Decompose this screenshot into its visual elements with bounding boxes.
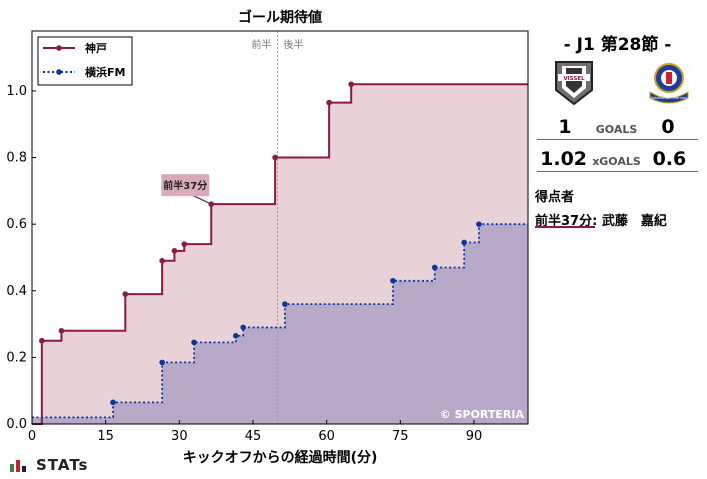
vissel-kobe-logo: VISSEL [552, 60, 596, 106]
legend-box [37, 36, 133, 86]
x-tick-label: 0 [28, 429, 36, 444]
away-goals: 0 [661, 116, 675, 138]
y-tick-label: 0.8 [6, 151, 27, 166]
series-point-0-6 [181, 241, 188, 247]
home-goals: 1 [558, 116, 572, 138]
series-point-1-9 [461, 239, 467, 246]
halftime-first-label: 前半 [252, 38, 272, 51]
series-point-1-10 [476, 221, 482, 227]
divider-1 [537, 139, 698, 140]
series-point-1-7 [390, 277, 396, 284]
legend-label-1: 横浜FM [85, 65, 125, 79]
goals-row: 1 GOALS 0 [535, 116, 698, 138]
series-point-0-8 [272, 154, 278, 161]
xgoals-row: 1.02 xGOALS 0.6 [535, 148, 698, 170]
y-tick-label: 0.6 [6, 217, 27, 232]
home-xg: 1.02 [540, 148, 588, 170]
scorers-title: 得点者 [535, 190, 575, 205]
watermark: © SPORTERIA [440, 408, 525, 421]
series-point-1-6 [282, 301, 288, 307]
plot-frame [31, 30, 529, 425]
series-point-0-3 [122, 291, 129, 297]
y-tick-label: 0.4 [6, 284, 27, 299]
legend-marker-0 [56, 45, 62, 51]
series-point-1-1 [110, 399, 116, 406]
y-tick-label: 1.0 [6, 84, 27, 99]
series-point-0-9 [326, 99, 332, 106]
match-title: - J1 第28節 - [563, 35, 672, 55]
x-tick-label: 30 [171, 429, 188, 444]
away-xg: 0.6 [652, 148, 687, 170]
yokohama-fm-logo: Yokohama F.Marinos [644, 60, 694, 106]
annotation-box [161, 174, 210, 197]
x-tick-label: 90 [466, 429, 483, 444]
series-point-0-2 [58, 327, 65, 334]
legend-marker-1 [56, 69, 62, 75]
series-point-0-10 [348, 81, 355, 88]
series-point-0-4 [159, 258, 165, 264]
x-tick-label: 60 [318, 429, 335, 444]
stats-bars-icon [10, 460, 26, 472]
x-tick-label: 15 [97, 429, 114, 444]
divider-2 [537, 171, 698, 172]
series-point-1-3 [191, 339, 197, 346]
y-tick-label: 0.0 [6, 417, 27, 432]
series-line-1 [32, 223, 528, 419]
vissel-logo-text: VISSEL [563, 76, 585, 82]
scorer-underline [535, 226, 595, 228]
stats-logo: STATs [10, 456, 88, 474]
series-point-1-8 [431, 264, 438, 271]
series-point-0-1 [39, 337, 45, 344]
series-point-1-4 [233, 332, 239, 339]
series-line-0 [32, 83, 528, 425]
x-tick-label: 75 [392, 429, 409, 444]
series-point-1-5 [240, 324, 246, 331]
legend-label-0: 神戸 [85, 41, 107, 55]
chart-title: ゴール期待値 [238, 9, 322, 26]
marinos-logo-text: Yokohama F.Marinos [651, 96, 687, 100]
goals-label: GOALS [595, 123, 638, 136]
x-axis-label: キックオフからの経過時間(分) [183, 449, 378, 466]
series-point-1-2 [159, 359, 165, 366]
series-point-0-5 [171, 248, 178, 254]
stats-brand: STATs [36, 456, 89, 474]
x-tick-label: 45 [245, 429, 262, 444]
series-fill-1 [32, 224, 528, 424]
xgoals-label: xGOALS [592, 155, 641, 168]
scorer-entry: 前半37分: 武藤 嘉紀 [535, 214, 667, 229]
halftime-second-label: 後半 [284, 38, 304, 51]
annotation-label: 前半37分 [163, 179, 207, 192]
y-tick-label: 0.2 [6, 350, 27, 365]
